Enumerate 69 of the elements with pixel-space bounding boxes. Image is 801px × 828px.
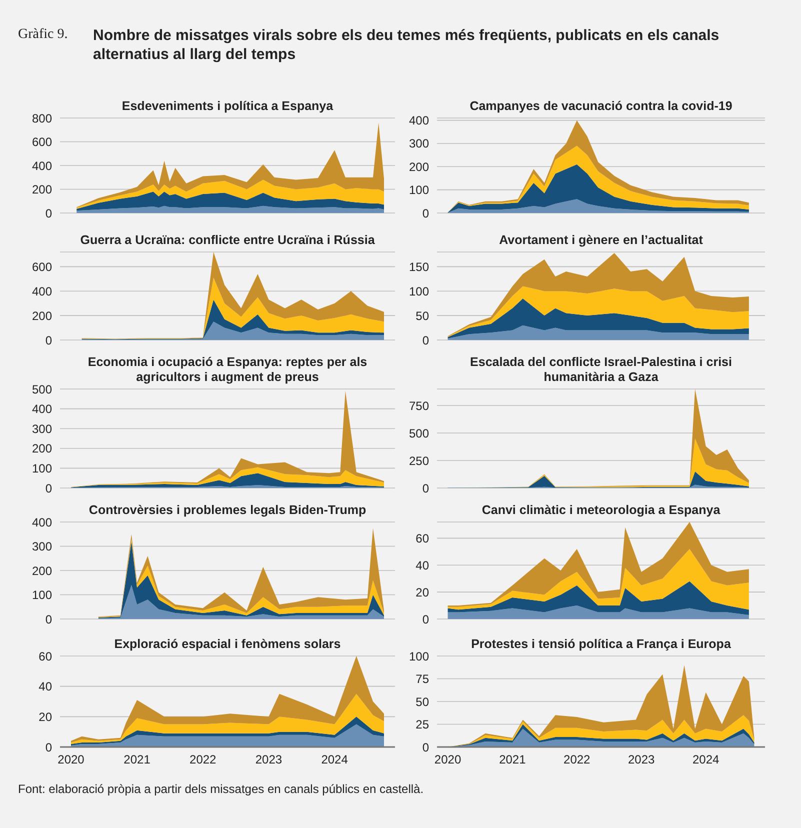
y-tick-label: 40 bbox=[416, 558, 430, 572]
chart-title: Campanyes de vacunació contra la covid-19 bbox=[470, 99, 732, 114]
chart-title: Escalada del conflicte Israel-Palestina i crisi humanitària a Gaza bbox=[469, 355, 733, 385]
text: Nombre de missatges virals sobre els deu temes més freqüents, publicats en els canals alternatius al llarg del temps bbox=[93, 26, 720, 64]
x-tick-label: 2020 bbox=[58, 752, 85, 767]
y-tick-label: 60 bbox=[416, 531, 430, 546]
x-tick-label: 2022 bbox=[564, 752, 591, 767]
y-tick-label: 0 bbox=[422, 612, 430, 626]
y-tick-label: 500 bbox=[32, 382, 52, 396]
y-tick-label: 600 bbox=[32, 135, 52, 150]
x-tick-label: 2023 bbox=[255, 752, 282, 767]
y-tick-label: 400 bbox=[32, 515, 52, 530]
y-tick-label: 300 bbox=[32, 540, 52, 554]
y-tick-label: 25 bbox=[416, 718, 430, 732]
y-tick-label: 500 bbox=[408, 426, 430, 440]
text: Font: elaboració pròpia a partir dels missatges en canals públics en castellà. bbox=[18, 782, 424, 796]
y-tick-label: 0 bbox=[45, 333, 52, 348]
y-tick-label: 200 bbox=[32, 308, 52, 323]
y-tick-label: 100 bbox=[408, 183, 430, 198]
chart-title: Avortament i gènere en l’actualitat bbox=[499, 233, 703, 248]
chart-title: Guerra a Ucraïna: conflicte entre Ucraïna i Rússia bbox=[80, 233, 375, 248]
chart-title: Controvèrsies i problemes legals Biden-Trump bbox=[88, 503, 366, 518]
y-tick-label: 200 bbox=[32, 442, 52, 456]
y-tick-label: 0 bbox=[45, 740, 52, 754]
y-tick-label: 50 bbox=[416, 308, 430, 323]
y-tick-label: 0 bbox=[45, 206, 52, 220]
chart-title: Protestes i tensió política a França i Europa bbox=[471, 637, 731, 652]
chart-title: Canvi climàtic i meteorologia a Espanya bbox=[482, 503, 720, 518]
y-tick-label: 300 bbox=[32, 422, 52, 436]
x-tick-label: 2020 bbox=[434, 752, 462, 767]
y-tick-label: 400 bbox=[32, 284, 52, 298]
y-tick-label: 200 bbox=[32, 564, 52, 578]
y-tick-label: 20 bbox=[416, 585, 430, 600]
y-tick-label: 0 bbox=[45, 481, 52, 496]
chart-title: Exploració espacial i fenòmens solars bbox=[114, 637, 341, 652]
y-tick-label: 600 bbox=[32, 260, 52, 274]
y-tick-label: 0 bbox=[422, 481, 430, 496]
y-tick-label: 250 bbox=[408, 454, 430, 468]
x-tick-label: 2022 bbox=[190, 752, 217, 767]
y-tick-label: 150 bbox=[408, 260, 430, 274]
x-tick-label: 2024 bbox=[321, 752, 348, 767]
y-tick-label: 200 bbox=[408, 160, 430, 174]
y-tick-label: 200 bbox=[32, 182, 52, 197]
y-tick-label: 100 bbox=[408, 284, 430, 298]
chart-title: Economia i ocupació a Espanya: reptes per als agricultors i augment de preus bbox=[86, 355, 368, 385]
y-tick-label: 0 bbox=[45, 612, 52, 626]
text: Gràfic 9. bbox=[18, 27, 68, 43]
y-tick-label: 100 bbox=[32, 588, 52, 602]
y-tick-label: 0 bbox=[422, 206, 430, 220]
y-tick-label: 40 bbox=[38, 680, 52, 694]
x-tick-label: 2021 bbox=[499, 752, 526, 767]
y-tick-label: 75 bbox=[416, 672, 430, 686]
y-tick-label: 0 bbox=[422, 333, 430, 348]
y-tick-label: 0 bbox=[422, 740, 430, 754]
x-tick-label: 2023 bbox=[628, 752, 656, 767]
y-tick-label: 800 bbox=[32, 111, 52, 126]
y-tick-label: 400 bbox=[32, 158, 52, 173]
y-tick-label: 50 bbox=[416, 694, 430, 709]
y-tick-label: 750 bbox=[408, 398, 430, 413]
y-tick-label: 400 bbox=[408, 114, 430, 128]
y-tick-label: 60 bbox=[38, 649, 52, 664]
x-tick-label: 2021 bbox=[124, 752, 151, 767]
y-tick-label: 300 bbox=[408, 136, 430, 151]
y-tick-label: 400 bbox=[32, 402, 52, 416]
y-tick-label: 100 bbox=[32, 461, 52, 476]
y-tick-label: 20 bbox=[38, 710, 52, 724]
y-tick-label: 100 bbox=[408, 649, 430, 664]
x-tick-label: 2024 bbox=[692, 752, 720, 767]
chart-title: Esdeveniments i política a Espanya bbox=[122, 99, 334, 114]
